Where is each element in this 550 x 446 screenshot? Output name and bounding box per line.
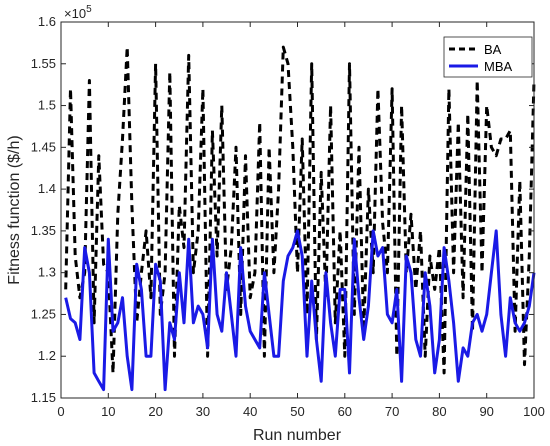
- x-tick-label: 50: [290, 404, 304, 419]
- x-tick-label: 20: [148, 404, 162, 419]
- legend-box: [443, 36, 533, 78]
- y-axis: 1.15 1.2 1.25 1.3 1.35 1.4 1.45 1.5 1.55 1.6: [31, 14, 534, 405]
- y-tick-label: 1.6: [38, 14, 56, 29]
- y-tick-label: 1.4: [38, 181, 56, 196]
- y-exponent: 5: [86, 4, 92, 15]
- x-axis: 0 10 20 30 40 50 60 70 80 90 100: [57, 22, 545, 419]
- x-axis-label: Run number: [253, 427, 342, 444]
- y-tick-label: 1.5: [38, 98, 56, 113]
- y-tick-label: 1.45: [31, 139, 56, 154]
- x-tick-label: 100: [523, 404, 545, 419]
- x-tick-label: 30: [196, 404, 210, 419]
- plot-content: [64, 45, 536, 392]
- x-tick-label: 10: [101, 404, 115, 419]
- y-tick-label: 1.2: [38, 348, 56, 363]
- x-tick-label: 70: [385, 404, 399, 419]
- y-tick-label: 1.25: [31, 306, 56, 321]
- y-tick-label: 1.35: [31, 223, 56, 238]
- x-tick-label: 90: [479, 404, 493, 419]
- legend-label-ba: BA: [484, 42, 502, 57]
- y-multiplier: ×105: [64, 4, 92, 21]
- x-tick-label: 0: [57, 404, 64, 419]
- legend: BA MBA: [443, 36, 533, 78]
- x-tick-label: 80: [432, 404, 446, 419]
- y-tick-label: 1.55: [31, 56, 56, 71]
- y-tick-label: 1.15: [31, 390, 56, 405]
- y-tick-label: 1.3: [38, 265, 56, 280]
- y-axis-label: Fitness function ($/h): [6, 135, 23, 284]
- series-line-ba: [64, 45, 536, 375]
- series-line-mba: [64, 229, 536, 392]
- x-tick-label: 60: [338, 404, 352, 419]
- legend-label-mba: MBA: [484, 59, 513, 74]
- x-tick-label: 40: [243, 404, 257, 419]
